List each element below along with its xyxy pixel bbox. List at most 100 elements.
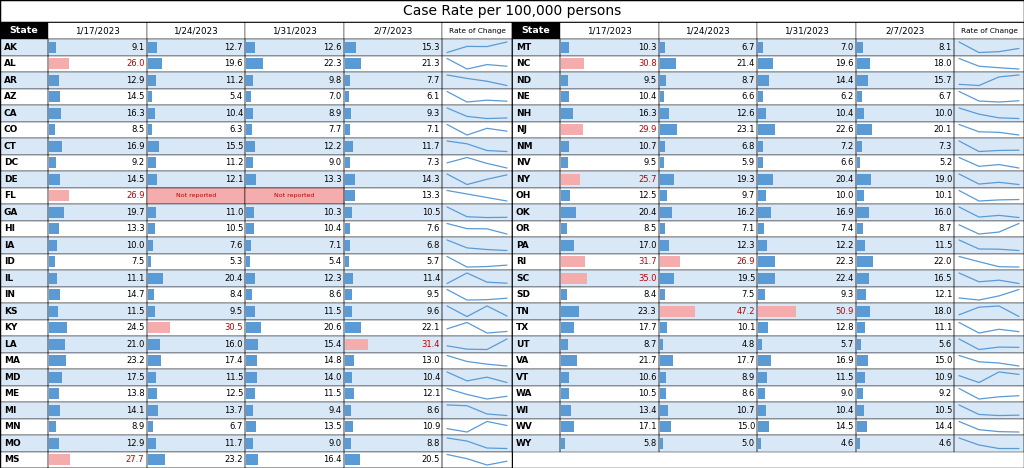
Text: DE: DE (4, 175, 17, 184)
Bar (757, 188, 855, 204)
Text: 23.3: 23.3 (638, 307, 656, 316)
Bar (855, 402, 954, 418)
Bar (442, 237, 512, 254)
Bar (0, 336, 512, 352)
Bar (856, 157, 860, 168)
Bar (757, 88, 855, 105)
Bar (146, 220, 245, 237)
Text: 7.0: 7.0 (329, 92, 341, 101)
Bar (0, 122, 48, 138)
Text: 12.5: 12.5 (224, 389, 243, 398)
Bar (246, 355, 257, 366)
Bar (658, 303, 757, 320)
Bar (855, 39, 954, 56)
Text: AK: AK (4, 43, 18, 52)
Bar (146, 320, 245, 336)
Bar (49, 256, 54, 267)
Text: 6.3: 6.3 (229, 125, 243, 134)
Bar (246, 157, 253, 168)
Bar (855, 336, 954, 352)
Text: MN: MN (4, 422, 20, 431)
Bar (147, 124, 153, 135)
Bar (442, 138, 512, 154)
Bar (561, 75, 568, 86)
Bar (659, 372, 667, 383)
Text: 12.2: 12.2 (324, 142, 341, 151)
Bar (442, 72, 512, 88)
Bar (512, 254, 1024, 270)
Bar (855, 286, 954, 303)
Bar (561, 223, 567, 234)
Text: 10.6: 10.6 (638, 373, 656, 382)
Bar (512, 204, 560, 220)
Bar (954, 270, 1024, 286)
Bar (0, 452, 512, 468)
Text: 12.6: 12.6 (323, 43, 341, 52)
Text: 13.8: 13.8 (126, 389, 144, 398)
Bar (856, 240, 865, 250)
Bar (246, 454, 258, 465)
Text: 9.8: 9.8 (329, 76, 341, 85)
Bar (658, 22, 757, 39)
Text: NE: NE (516, 92, 529, 101)
Bar (0, 286, 512, 303)
Text: 31.7: 31.7 (638, 257, 656, 266)
Bar (561, 190, 570, 201)
Text: 14.3: 14.3 (422, 175, 440, 184)
Bar (442, 336, 512, 352)
Text: 7.2: 7.2 (841, 142, 853, 151)
Bar (855, 122, 954, 138)
Bar (246, 306, 255, 317)
Text: 10.4: 10.4 (422, 373, 440, 382)
Text: 12.2: 12.2 (836, 241, 853, 250)
Bar (954, 105, 1024, 122)
Text: 20.6: 20.6 (323, 323, 341, 332)
Text: 9.6: 9.6 (427, 307, 440, 316)
Bar (0, 188, 48, 204)
Bar (758, 421, 769, 432)
Bar (560, 336, 658, 352)
Bar (560, 72, 658, 88)
Bar (344, 240, 349, 250)
Text: 6.6: 6.6 (840, 158, 853, 167)
Text: 11.0: 11.0 (224, 208, 243, 217)
Text: 15.7: 15.7 (934, 76, 952, 85)
Text: WI: WI (516, 406, 529, 415)
Bar (561, 388, 569, 399)
Text: 9.2: 9.2 (939, 389, 952, 398)
Bar (512, 72, 1024, 88)
Bar (560, 171, 658, 188)
Text: 5.9: 5.9 (741, 158, 755, 167)
Bar (246, 174, 256, 184)
Bar (561, 273, 588, 284)
Bar (442, 154, 512, 171)
Bar (48, 369, 146, 386)
Bar (49, 108, 61, 118)
Bar (0, 22, 512, 468)
Bar (245, 352, 343, 369)
Bar (561, 240, 573, 250)
Bar (344, 306, 351, 317)
Text: 10.7: 10.7 (736, 406, 755, 415)
Text: 23.1: 23.1 (736, 125, 755, 134)
Bar (245, 171, 343, 188)
Bar (757, 303, 855, 320)
Bar (658, 369, 757, 386)
Text: 13.3: 13.3 (323, 175, 341, 184)
Bar (954, 237, 1024, 254)
Bar (512, 72, 560, 88)
Text: 47.2: 47.2 (736, 307, 755, 316)
Bar (344, 174, 355, 184)
Bar (658, 188, 757, 204)
Bar (512, 56, 1024, 72)
Text: SC: SC (516, 274, 529, 283)
Text: 12.9: 12.9 (126, 439, 144, 448)
Text: 7.6: 7.6 (427, 224, 440, 233)
Bar (48, 56, 146, 72)
Bar (146, 270, 245, 286)
Bar (48, 138, 146, 154)
Bar (442, 22, 512, 39)
Bar (442, 171, 512, 188)
Bar (856, 339, 861, 350)
Bar (442, 254, 512, 270)
